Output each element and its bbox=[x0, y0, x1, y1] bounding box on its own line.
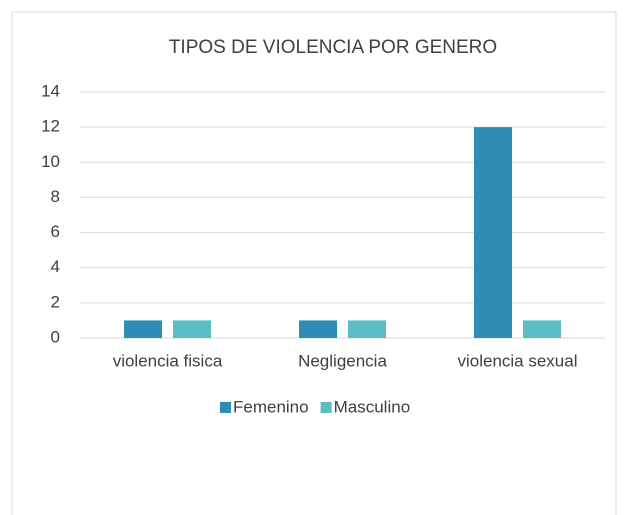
bar bbox=[523, 320, 561, 338]
x-tick-label: violencia sexual bbox=[457, 351, 577, 370]
y-tick-label: 0 bbox=[51, 327, 60, 346]
x-tick-label: violencia fisica bbox=[113, 351, 223, 370]
legend-label: Masculino bbox=[334, 397, 411, 416]
legend-label: Femenino bbox=[233, 397, 309, 416]
y-tick-label: 14 bbox=[41, 81, 60, 100]
y-tick-label: 6 bbox=[51, 222, 60, 241]
y-tick-label: 2 bbox=[51, 292, 60, 311]
bar bbox=[124, 320, 162, 338]
y-tick-label: 8 bbox=[51, 187, 60, 206]
bar bbox=[474, 127, 512, 339]
y-tick-label: 10 bbox=[41, 152, 60, 171]
legend-swatch bbox=[220, 402, 231, 413]
legend-swatch bbox=[320, 402, 332, 413]
bar bbox=[348, 320, 386, 338]
y-tick-label: 4 bbox=[51, 257, 60, 276]
chart-title: TIPOS DE VIOLENCIA POR GENERO bbox=[169, 37, 497, 58]
y-tick-label: 12 bbox=[41, 117, 60, 136]
chart-border bbox=[11, 11, 617, 515]
bar bbox=[299, 320, 337, 338]
bar bbox=[173, 320, 211, 338]
x-tick-label: Negligencia bbox=[298, 351, 387, 370]
